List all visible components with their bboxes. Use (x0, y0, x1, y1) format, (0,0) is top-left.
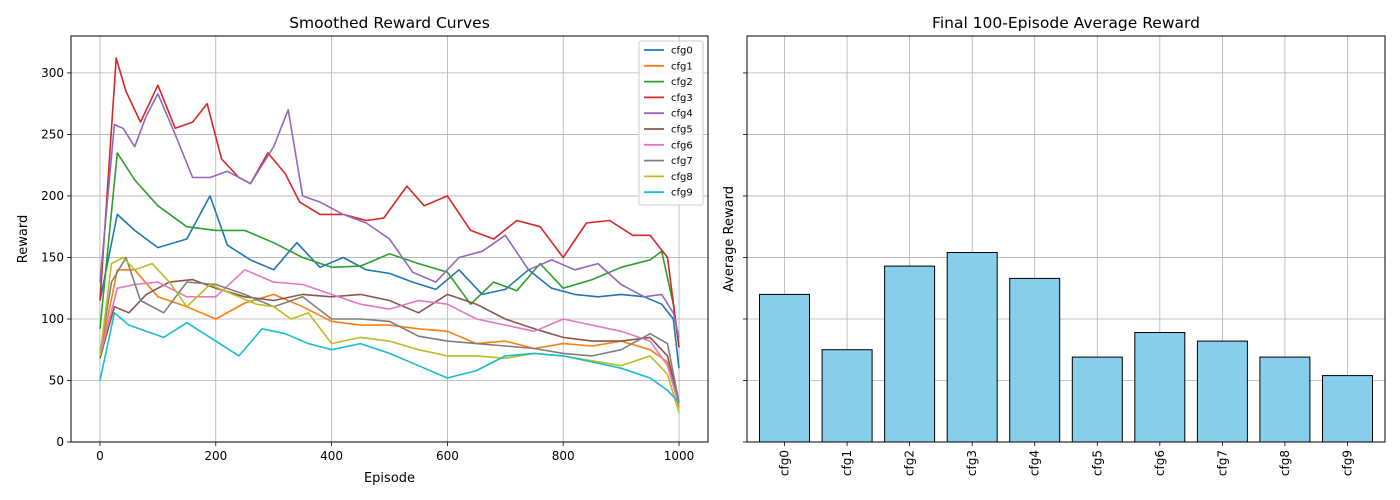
bar-cfg2 (884, 265, 936, 443)
legend-label-cfg0: cfg0 (671, 46, 693, 57)
y-tick-label: 150 (41, 250, 64, 264)
x-tick-label: 600 (436, 449, 459, 463)
series-line-cfg5 (99, 278, 680, 403)
x-tick-label: cfg2 (903, 450, 917, 476)
x-tick-label: cfg1 (840, 450, 854, 476)
x-tick-label: 0 (96, 449, 104, 463)
bar-chart-frame (746, 35, 1386, 443)
y-tick-label: 200 (41, 189, 64, 203)
bar-cfg5 (1071, 356, 1123, 443)
line-chart-frame (70, 35, 709, 443)
line-chart-panel: Smoothed Reward Curves 0 200 400 600 800 1000… (16, 14, 709, 486)
line-chart-series (99, 57, 680, 413)
bar-cfg6 (1134, 332, 1186, 443)
legend-label-cfg5: cfg5 (671, 125, 693, 136)
line-chart-ylabel: Reward (16, 215, 31, 263)
x-tick-label: cfg4 (1028, 450, 1042, 476)
x-tick-label: cfg5 (1090, 450, 1104, 476)
series-line-cfg1 (99, 268, 680, 408)
series-line-cfg3 (99, 57, 680, 348)
y-tick-label: 300 (41, 66, 64, 80)
series-line-cfg9 (99, 311, 680, 404)
bar-cfg8 (1259, 356, 1311, 443)
legend-label-cfg8: cfg8 (671, 172, 693, 183)
line-chart-legend: cfg0 cfg1 cfg2 cfg3 cfg4 cfg5 cfg6 cfg7 cfg8 cfg9 (638, 40, 704, 206)
series-line-cfg2 (99, 152, 680, 348)
y-tick-label: 250 (41, 127, 64, 141)
x-tick-label: cfg6 (1153, 450, 1167, 476)
line-chart-title: Smoothed Reward Curves (289, 14, 490, 32)
bar-cfg3 (946, 252, 998, 443)
legend-label-cfg3: cfg3 (671, 93, 693, 104)
x-tick-label: cfg8 (1278, 450, 1292, 476)
bar-chart-ylabel: Average Reward (722, 186, 737, 292)
x-tick-label: 400 (320, 449, 343, 463)
x-tick-label: 200 (204, 449, 227, 463)
series-line-cfg7 (99, 256, 680, 403)
bar-cfg7 (1196, 340, 1248, 443)
bar-cfg9 (1322, 375, 1373, 443)
legend-label-cfg6: cfg6 (671, 140, 693, 151)
line-chart-xlabel: Episode (364, 471, 415, 486)
y-tick-label: 100 (41, 312, 64, 326)
bar-cfg1 (821, 349, 873, 443)
series-line-cfg4 (99, 93, 680, 338)
line-chart-ticks: 0 200 400 600 800 1000 0 50 100 150 200 250 300 (41, 66, 694, 463)
bar-cfg4 (1009, 277, 1061, 443)
series-line-cfg0 (99, 195, 680, 369)
bar-chart-panel: Final 100-Episode Average Reward cfg0 cfg… (722, 14, 1386, 476)
legend-label-cfg7: cfg7 (671, 156, 693, 167)
x-tick-label: cfg9 (1341, 450, 1355, 476)
x-tick-label: cfg3 (965, 450, 979, 476)
legend-label-cfg2: cfg2 (671, 77, 693, 88)
x-tick-label: 800 (552, 449, 575, 463)
legend-label-cfg1: cfg1 (671, 61, 693, 72)
x-tick-label: cfg0 (778, 450, 792, 476)
x-tick-label: cfg7 (1215, 450, 1229, 476)
x-tick-label: 1000 (664, 449, 695, 463)
y-tick-label: 0 (56, 435, 64, 449)
y-tick-label: 50 (49, 373, 64, 387)
bar-chart-bars (759, 252, 1373, 443)
bar-chart-ticks: cfg0 cfg1 cfg2 cfg3 cfg4 cfg5 cfg6 cfg7 cfg8 cfg9 (743, 72, 1355, 476)
bar-chart-title: Final 100-Episode Average Reward (932, 14, 1200, 32)
legend-label-cfg9: cfg9 (671, 188, 693, 199)
legend-label-cfg4: cfg4 (671, 109, 693, 120)
bar-cfg0 (759, 293, 810, 443)
